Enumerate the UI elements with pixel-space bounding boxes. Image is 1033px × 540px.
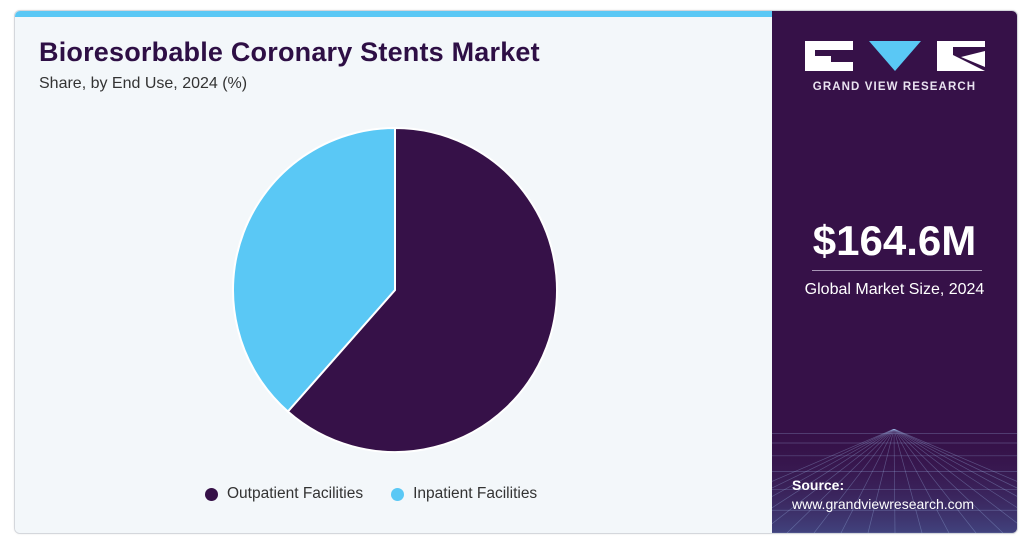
grand-view-research-logo <box>805 41 985 71</box>
chart-subtitle: Share, by End Use, 2024 (%) <box>39 75 248 92</box>
pie-slice-inpatient-facilities <box>232 126 396 413</box>
value-divider <box>812 270 982 271</box>
chart-panel: Bioresorbable Coronary Stents Market Sha… <box>15 11 772 533</box>
legend-label-outpatient: Outpatient Facilities <box>227 485 364 502</box>
legend-item-inpatient: Inpatient Facilities <box>391 485 537 503</box>
legend-label-inpatient: Inpatient Facilities <box>413 485 538 502</box>
info-sidebar: GRAND VIEW RESEARCH $164.6M Global Marke… <box>772 11 1017 533</box>
market-size-label: Global Market Size, 2024 <box>804 281 985 298</box>
chart-title: Bioresorbable Coronary Stents Market <box>39 37 540 67</box>
pie-slice-outpatient-facilities <box>286 126 558 453</box>
source-link[interactable]: www.grandviewresearch.com <box>792 496 975 512</box>
chart-legend: Outpatient Facilities Inpatient Faciliti… <box>205 485 565 503</box>
legend-marker-outpatient <box>205 487 218 501</box>
perspective-grid-graphic <box>772 429 1017 533</box>
legend-marker-inpatient <box>391 487 405 501</box>
pie-chart <box>232 126 558 453</box>
brand-name: GRAND VIEW RESEARCH <box>812 81 977 93</box>
source-label: Source: <box>792 477 845 493</box>
market-size-value: $164.6M <box>812 217 977 264</box>
top-accent-bar <box>15 11 772 17</box>
chart-card: Bioresorbable Coronary Stents Market Sha… <box>14 10 1018 534</box>
legend-item-outpatient: Outpatient Facilities <box>205 485 363 503</box>
